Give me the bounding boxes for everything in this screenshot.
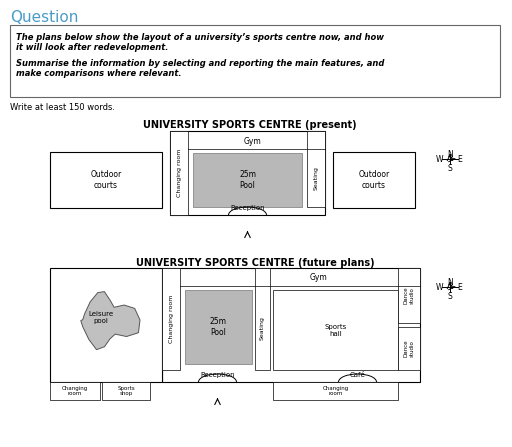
Text: E: E <box>458 155 462 164</box>
Text: Café: Café <box>350 372 366 378</box>
Text: Reception: Reception <box>200 372 235 378</box>
Text: Dance
studio: Dance studio <box>403 340 414 357</box>
Bar <box>273 290 398 370</box>
Text: Changing room: Changing room <box>168 295 174 343</box>
Text: 25m
Pool: 25m Pool <box>210 317 227 337</box>
Bar <box>50 152 162 208</box>
Text: UNIVERSITY SPORTS CENTRE (present): UNIVERSITY SPORTS CENTRE (present) <box>143 120 357 130</box>
Text: Changing
room: Changing room <box>62 386 88 396</box>
Bar <box>307 131 325 207</box>
Polygon shape <box>81 291 140 350</box>
Bar <box>333 152 415 208</box>
Bar <box>50 382 100 400</box>
Text: it will look after redevelopment.: it will look after redevelopment. <box>16 43 168 52</box>
Bar <box>185 290 252 364</box>
Text: Write at least 150 words.: Write at least 150 words. <box>10 103 115 112</box>
Text: Leisure
pool: Leisure pool <box>89 312 114 325</box>
Text: Changing
room: Changing room <box>323 386 349 396</box>
Text: S: S <box>447 164 453 173</box>
Text: Outdoor
courts: Outdoor courts <box>91 170 122 190</box>
Text: UNIVERSITY SPORTS CENTRE (future plans): UNIVERSITY SPORTS CENTRE (future plans) <box>136 258 374 268</box>
Bar <box>255 268 270 370</box>
Text: make comparisons where relevant.: make comparisons where relevant. <box>16 69 181 78</box>
Bar <box>10 25 500 97</box>
Text: Seating: Seating <box>313 166 318 190</box>
Text: Changing room: Changing room <box>177 149 181 197</box>
Text: N: N <box>447 150 453 159</box>
Bar <box>170 131 325 215</box>
Text: S: S <box>447 292 453 301</box>
Text: Sports
hall: Sports hall <box>325 324 347 337</box>
Bar <box>193 153 302 207</box>
Text: W: W <box>436 283 444 291</box>
Bar <box>162 268 420 382</box>
Text: N: N <box>447 278 453 287</box>
Bar <box>273 382 398 400</box>
Bar <box>398 268 420 323</box>
Bar <box>102 382 150 400</box>
Bar <box>170 131 188 215</box>
Text: Dance
studio: Dance studio <box>403 287 414 304</box>
Text: Sports
shop: Sports shop <box>117 386 135 396</box>
Text: E: E <box>458 283 462 291</box>
Text: Outdoor
courts: Outdoor courts <box>358 170 390 190</box>
Bar <box>398 327 420 370</box>
Text: Question: Question <box>10 10 78 25</box>
Text: The plans below show the layout of a university’s sports centre now, and how: The plans below show the layout of a uni… <box>16 33 384 42</box>
Text: 25m
Pool: 25m Pool <box>239 170 256 190</box>
Text: W: W <box>436 155 444 164</box>
Bar <box>162 268 180 370</box>
Text: Gym: Gym <box>310 273 327 282</box>
Text: Reception: Reception <box>230 205 265 211</box>
Text: Seating: Seating <box>260 316 265 340</box>
Bar <box>50 268 162 382</box>
Text: Gym: Gym <box>244 137 261 146</box>
Text: Summarise the information by selecting and reporting the main features, and: Summarise the information by selecting a… <box>16 59 385 68</box>
